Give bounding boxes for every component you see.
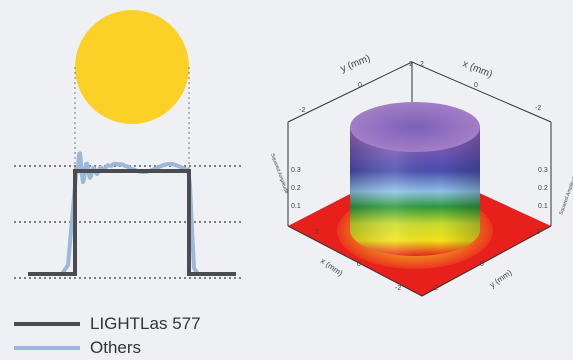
- chart-legend: LIGHTLas 577 Others: [14, 312, 201, 360]
- axis-label-x-top: x (mm): [461, 59, 494, 81]
- tick-x-top-neg2: -2: [535, 105, 541, 112]
- tick-z-right-02: 0.2: [538, 185, 548, 192]
- tick-z-left-03: 0.3: [291, 167, 301, 174]
- tick-y-top-0: 0: [358, 82, 362, 89]
- legend-label: LIGHTLas 577: [90, 314, 201, 333]
- beam-surface-3d: y (mm) 2 0 -2 x (mm) 2 0 -2 Squared Ampl…: [269, 53, 573, 297]
- tick-y-front-0: 0: [480, 261, 484, 268]
- tick-y-front-neg2: -2: [432, 285, 438, 292]
- tick-x-top-2: 2: [420, 61, 424, 68]
- axis-label-y-front: y (mm): [488, 268, 514, 290]
- legend-swatch: [14, 346, 80, 350]
- tick-z-right-01: 0.1: [538, 203, 548, 210]
- axis-label-x-front: x (mm): [319, 256, 345, 278]
- corner-label-left: -2: [299, 107, 305, 114]
- legend-label: Others: [90, 338, 142, 357]
- axis-label-y-top: y (mm): [339, 53, 372, 75]
- tick-x-front-neg2: -2: [395, 285, 401, 292]
- tick-y-top-2: 2: [409, 61, 413, 68]
- tick-z-left-02: 0.2: [291, 185, 301, 192]
- tick-z-right-03: 0.3: [538, 167, 548, 174]
- surface-cylinder-top: [350, 102, 480, 152]
- floor-edges: [287, 225, 552, 297]
- corner-label-right: 2: [536, 229, 540, 236]
- series-line-lightlas-577: [28, 169, 236, 276]
- legend-item: LIGHTLas 577: [14, 312, 201, 336]
- axis-label-z-left: Squared Amplitude: [269, 153, 289, 195]
- legend-item: Others: [14, 336, 201, 360]
- beam-profile-chart: [14, 10, 244, 279]
- tick-x-front-0: 0: [357, 261, 361, 268]
- surface-cylinder-shade: [350, 127, 480, 256]
- tick-z-left-01: 0.1: [291, 203, 301, 210]
- tick-x-front-2: 2: [315, 229, 319, 236]
- tick-x-top-0: 0: [474, 82, 478, 89]
- laser-spot: [75, 10, 189, 124]
- legend-swatch: [14, 322, 80, 326]
- axis-label-z-right: Squared Amplitude: [558, 174, 573, 216]
